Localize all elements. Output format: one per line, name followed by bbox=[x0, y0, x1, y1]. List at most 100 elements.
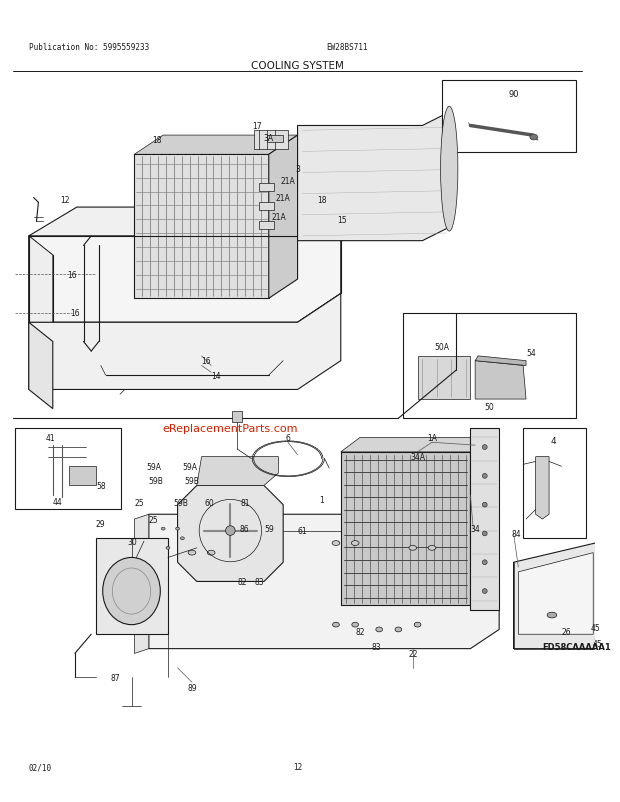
Text: 3: 3 bbox=[295, 165, 300, 174]
Bar bbox=[232, 411, 242, 423]
Polygon shape bbox=[341, 452, 471, 606]
Polygon shape bbox=[513, 544, 604, 649]
Polygon shape bbox=[135, 515, 149, 654]
Ellipse shape bbox=[482, 560, 487, 565]
Polygon shape bbox=[69, 467, 96, 486]
Ellipse shape bbox=[482, 589, 487, 593]
Polygon shape bbox=[177, 486, 283, 581]
Polygon shape bbox=[96, 539, 168, 634]
Text: 26: 26 bbox=[562, 627, 571, 636]
Text: 30: 30 bbox=[128, 537, 138, 546]
Polygon shape bbox=[475, 356, 526, 366]
Bar bbox=[254, 131, 288, 150]
Text: 87: 87 bbox=[110, 673, 120, 682]
Polygon shape bbox=[29, 294, 341, 390]
Text: Publication No: 5995559233: Publication No: 5995559233 bbox=[29, 43, 149, 52]
Polygon shape bbox=[471, 428, 499, 610]
Ellipse shape bbox=[332, 622, 339, 627]
Ellipse shape bbox=[530, 135, 538, 140]
Text: 18: 18 bbox=[152, 136, 161, 145]
Text: 59B: 59B bbox=[148, 476, 163, 485]
Text: 15: 15 bbox=[337, 216, 347, 225]
Ellipse shape bbox=[103, 557, 161, 625]
Ellipse shape bbox=[207, 550, 215, 555]
Ellipse shape bbox=[395, 627, 402, 632]
Text: 44: 44 bbox=[53, 498, 63, 507]
Text: 21A: 21A bbox=[276, 194, 291, 203]
Polygon shape bbox=[135, 136, 298, 155]
Text: 4: 4 bbox=[551, 436, 557, 445]
Text: 02/10: 02/10 bbox=[29, 762, 52, 772]
Polygon shape bbox=[475, 361, 526, 399]
Text: 59B: 59B bbox=[185, 476, 200, 485]
Text: 16: 16 bbox=[67, 270, 77, 279]
Polygon shape bbox=[197, 457, 278, 486]
Text: 84: 84 bbox=[512, 529, 521, 538]
Bar bbox=[16, 428, 121, 510]
Text: 29: 29 bbox=[96, 520, 105, 529]
Text: 45: 45 bbox=[590, 623, 600, 632]
Polygon shape bbox=[29, 237, 53, 342]
Ellipse shape bbox=[166, 547, 170, 549]
Polygon shape bbox=[267, 136, 283, 143]
Text: 59B: 59B bbox=[173, 499, 188, 508]
Text: 25: 25 bbox=[149, 515, 158, 524]
Text: 60: 60 bbox=[205, 499, 214, 508]
Text: 83: 83 bbox=[254, 577, 264, 586]
Ellipse shape bbox=[352, 622, 358, 627]
Text: 21A: 21A bbox=[271, 213, 286, 222]
Polygon shape bbox=[259, 184, 273, 192]
Text: COOLING SYSTEM: COOLING SYSTEM bbox=[251, 61, 344, 71]
Text: 81: 81 bbox=[240, 499, 249, 508]
Text: 89: 89 bbox=[187, 683, 197, 691]
Polygon shape bbox=[149, 496, 499, 649]
Polygon shape bbox=[29, 237, 53, 342]
Text: 34: 34 bbox=[471, 525, 480, 533]
Bar bbox=[403, 314, 576, 419]
Text: eReplacementParts.com: eReplacementParts.com bbox=[162, 423, 298, 433]
Text: 82: 82 bbox=[355, 627, 365, 636]
Text: 61: 61 bbox=[298, 526, 307, 536]
Polygon shape bbox=[298, 112, 451, 241]
Text: 41: 41 bbox=[46, 433, 56, 443]
Text: 86: 86 bbox=[240, 525, 250, 533]
Polygon shape bbox=[259, 222, 273, 230]
Text: 16: 16 bbox=[202, 357, 211, 366]
Text: 82: 82 bbox=[237, 577, 247, 586]
Text: 83: 83 bbox=[371, 642, 381, 651]
Ellipse shape bbox=[161, 528, 165, 530]
Text: 12: 12 bbox=[293, 762, 302, 772]
Text: 50A: 50A bbox=[434, 342, 449, 351]
Text: FD58CAAAAA1: FD58CAAAAA1 bbox=[542, 642, 611, 651]
Polygon shape bbox=[29, 323, 53, 409]
Polygon shape bbox=[29, 237, 341, 323]
Text: 18: 18 bbox=[317, 196, 326, 205]
Ellipse shape bbox=[482, 445, 487, 450]
Text: 59A: 59A bbox=[146, 462, 161, 471]
Polygon shape bbox=[259, 203, 273, 211]
Text: 90: 90 bbox=[508, 90, 519, 99]
Text: 16: 16 bbox=[70, 309, 80, 318]
Ellipse shape bbox=[175, 528, 180, 530]
Ellipse shape bbox=[482, 503, 487, 508]
Text: 59: 59 bbox=[264, 525, 273, 533]
Ellipse shape bbox=[428, 546, 436, 550]
Text: 34A: 34A bbox=[410, 452, 425, 462]
Polygon shape bbox=[536, 457, 549, 520]
Ellipse shape bbox=[409, 546, 417, 550]
Text: 14: 14 bbox=[211, 371, 221, 380]
Text: 59A: 59A bbox=[182, 462, 198, 471]
Polygon shape bbox=[269, 136, 298, 299]
Polygon shape bbox=[518, 553, 593, 634]
Text: 1: 1 bbox=[319, 496, 324, 504]
Bar bbox=[441, 81, 576, 153]
Text: 6: 6 bbox=[286, 433, 290, 443]
Ellipse shape bbox=[226, 526, 235, 536]
Text: 1A: 1A bbox=[427, 433, 437, 443]
Text: 25: 25 bbox=[135, 499, 144, 508]
Polygon shape bbox=[135, 155, 269, 299]
Text: 21A: 21A bbox=[281, 176, 295, 185]
Text: 22: 22 bbox=[408, 649, 417, 658]
Polygon shape bbox=[341, 438, 490, 452]
Ellipse shape bbox=[414, 622, 421, 627]
